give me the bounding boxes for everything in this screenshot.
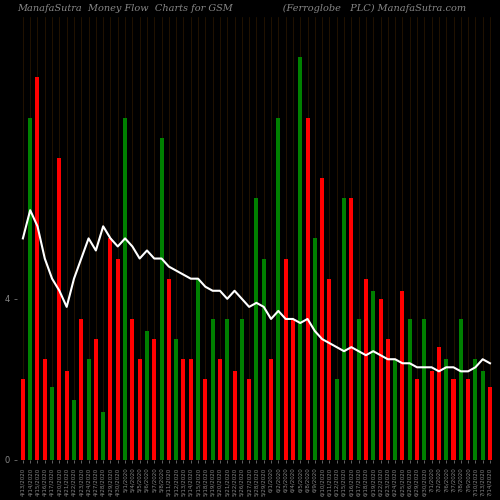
Bar [400, 291, 404, 460]
Bar [101, 412, 105, 460]
Bar [108, 238, 112, 460]
Bar [58, 158, 62, 460]
Bar [232, 372, 236, 460]
Bar [298, 57, 302, 460]
Text: ManafaSutra  Money Flow  Charts for GSM                (Ferroglobe   PLC) Manafa: ManafaSutra Money Flow Charts for GSM (F… [17, 4, 466, 14]
Bar [43, 359, 47, 460]
Bar [36, 78, 40, 460]
Bar [94, 339, 98, 460]
Bar [430, 372, 434, 460]
Bar [196, 278, 200, 460]
Bar [378, 299, 382, 460]
Bar [116, 258, 120, 460]
Bar [452, 380, 456, 460]
Bar [342, 198, 346, 460]
Bar [167, 278, 171, 460]
Bar [350, 198, 354, 460]
Bar [422, 319, 426, 460]
Bar [210, 319, 214, 460]
Bar [86, 359, 90, 460]
Bar [356, 319, 360, 460]
Bar [21, 380, 25, 460]
Bar [334, 380, 338, 460]
Bar [218, 359, 222, 460]
Bar [444, 359, 448, 460]
Bar [393, 359, 397, 460]
Bar [138, 359, 141, 460]
Bar [160, 138, 164, 460]
Bar [269, 359, 273, 460]
Bar [123, 118, 127, 460]
Bar [480, 372, 484, 460]
Bar [306, 118, 310, 460]
Bar [408, 319, 412, 460]
Bar [320, 178, 324, 460]
Bar [189, 359, 193, 460]
Bar [262, 258, 266, 460]
Bar [415, 380, 419, 460]
Bar [130, 319, 134, 460]
Bar [254, 198, 258, 460]
Bar [364, 278, 368, 460]
Bar [276, 118, 280, 460]
Bar [466, 380, 470, 460]
Bar [64, 372, 68, 460]
Bar [50, 388, 54, 460]
Bar [291, 319, 295, 460]
Bar [328, 278, 332, 460]
Bar [386, 339, 390, 460]
Bar [80, 319, 84, 460]
Bar [313, 238, 317, 460]
Bar [72, 400, 76, 460]
Bar [437, 347, 441, 460]
Bar [225, 319, 230, 460]
Bar [28, 118, 32, 460]
Bar [371, 291, 375, 460]
Bar [247, 380, 251, 460]
Bar [488, 388, 492, 460]
Bar [204, 380, 208, 460]
Bar [459, 319, 463, 460]
Bar [145, 331, 149, 460]
Bar [474, 359, 478, 460]
Bar [240, 319, 244, 460]
Bar [152, 339, 156, 460]
Bar [182, 359, 186, 460]
Bar [174, 339, 178, 460]
Bar [284, 258, 288, 460]
